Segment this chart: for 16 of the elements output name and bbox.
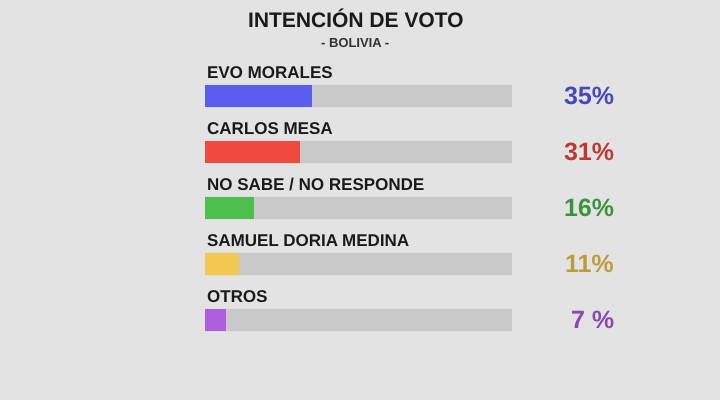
y-tick-label: NO SABE / NO RESPONDE — [207, 175, 424, 194]
y-tick-label: SAMUEL DORIA MEDINA — [207, 231, 410, 250]
bar — [205, 309, 226, 331]
bar — [205, 197, 254, 219]
chart-title: INTENCIÓN DE VOTO — [248, 8, 464, 32]
bar — [205, 141, 300, 163]
data-label: 31% — [564, 138, 614, 166]
data-label: 7 % — [571, 306, 614, 334]
chart-subtitle: - BOLIVIA - — [321, 35, 390, 50]
y-tick-label: EVO MORALES — [207, 63, 333, 82]
data-label: 11% — [565, 250, 614, 278]
bar — [205, 253, 239, 275]
y-tick-label: OTROS — [207, 287, 268, 306]
data-label: 16% — [564, 194, 614, 222]
data-label: 35% — [564, 82, 614, 110]
y-tick-label: CARLOS MESA — [207, 119, 333, 138]
